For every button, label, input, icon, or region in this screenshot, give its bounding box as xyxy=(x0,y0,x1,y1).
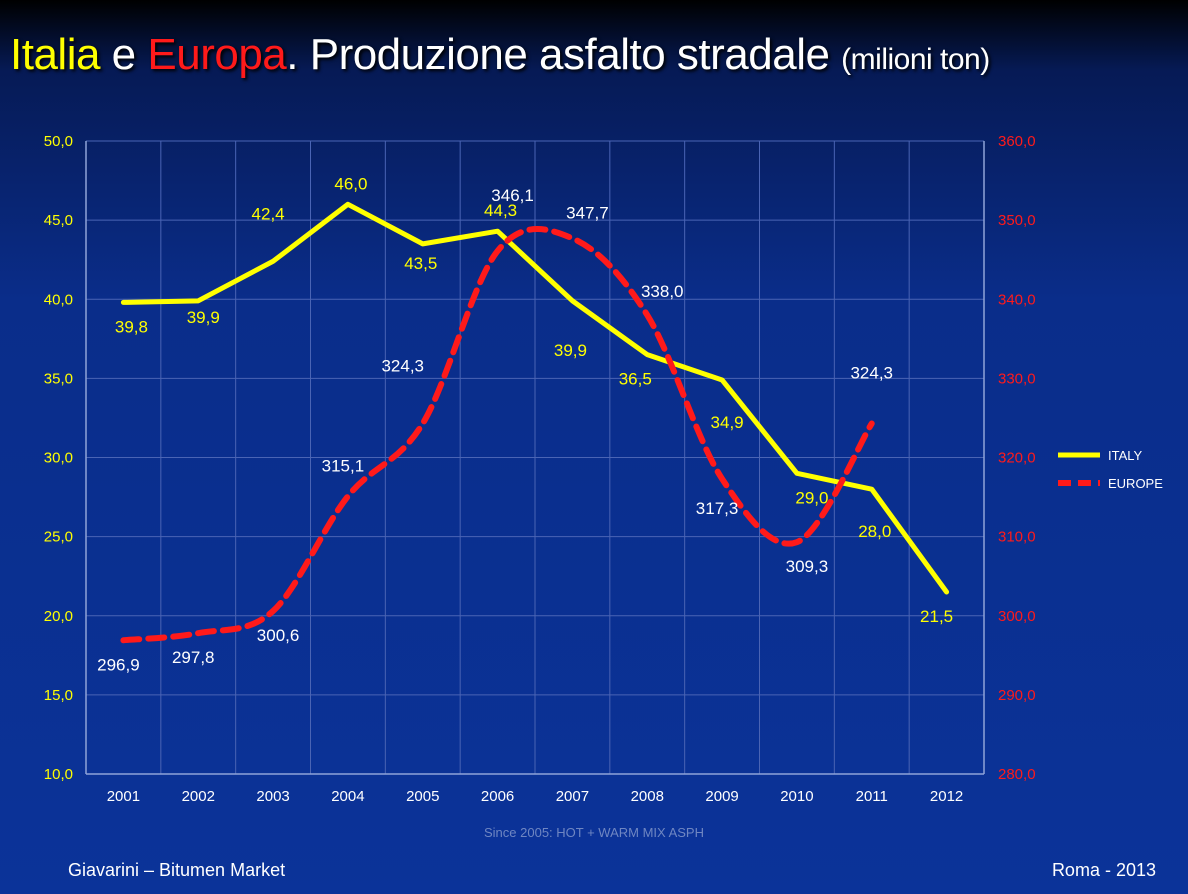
grid xyxy=(85,140,985,775)
x-tick-label: 2004 xyxy=(331,788,364,805)
data-label-europe: 296,9 xyxy=(97,655,140,674)
data-label-italy: 29,0 xyxy=(795,488,828,507)
data-label-italy: 21,5 xyxy=(920,607,953,626)
data-label-europe: 317,3 xyxy=(696,499,739,518)
y-left-tick-label: 25,0 xyxy=(44,529,73,546)
title-and: e xyxy=(99,30,148,79)
data-label-italy: 39,9 xyxy=(187,308,220,327)
data-label-europe: 347,7 xyxy=(566,203,609,222)
y-right-tick-label: 360,0 xyxy=(998,133,1036,150)
y-right-tick-label: 320,0 xyxy=(998,450,1036,467)
x-tick-label: 2010 xyxy=(780,788,813,805)
data-label-italy: 34,9 xyxy=(711,413,744,432)
data-label-europe: 300,6 xyxy=(257,626,300,645)
y-right-tick-label: 310,0 xyxy=(998,529,1036,546)
data-label-italy: 43,5 xyxy=(404,254,437,273)
axes: 10,0 15,0 20,0 25,0 30,0 35,0 40,0 45,0 50,0 280,… xyxy=(44,133,1036,805)
series xyxy=(120,201,950,644)
data-label-italy: 36,5 xyxy=(619,370,652,389)
y-left-tick-label: 40,0 xyxy=(44,291,73,308)
x-tick-label: 2009 xyxy=(705,788,738,805)
data-label-europe: 324,3 xyxy=(381,356,424,375)
y-right-tick-label: 290,0 xyxy=(998,687,1036,704)
data-label-europe: 297,8 xyxy=(172,648,215,667)
data-label-italy: 28,0 xyxy=(858,522,891,541)
y-right-tick-label: 330,0 xyxy=(998,370,1036,387)
legend: ITALY EUROPE xyxy=(1058,448,1163,491)
data-label-italy: 46,0 xyxy=(334,174,367,193)
y-left-tick-label: 30,0 xyxy=(44,450,73,467)
data-label-europe: 338,0 xyxy=(641,282,684,301)
x-tick-label: 2003 xyxy=(256,788,289,805)
title-europa: Europa xyxy=(147,30,287,79)
y-left-tick-label: 20,0 xyxy=(44,608,73,625)
x-tick-label: 2007 xyxy=(556,788,589,805)
x-tick-label: 2012 xyxy=(930,788,963,805)
series-line-europe xyxy=(120,226,875,644)
data-labels: 39,8 39,9 42,4 46,0 43,5 44,3 39,9 36,5 34,9 29,0… xyxy=(97,174,953,674)
data-label-italy: 42,4 xyxy=(252,204,285,223)
y-right-tick-label: 300,0 xyxy=(998,608,1036,625)
x-tick-label: 2002 xyxy=(182,788,215,805)
data-label-europe: 324,3 xyxy=(850,363,893,382)
x-tick-label: 2006 xyxy=(481,788,514,805)
y-left-tick-label: 15,0 xyxy=(44,687,73,704)
x-tick-label: 2005 xyxy=(406,788,439,805)
y-left-tick-label: 10,0 xyxy=(44,766,73,783)
y-left-tick-label: 50,0 xyxy=(44,133,73,150)
title-unit: (milioni ton) xyxy=(841,43,990,76)
series-line-italy xyxy=(120,201,950,595)
y-right-tick-label: 340,0 xyxy=(998,291,1036,308)
data-label-italy: 44,3 xyxy=(484,201,517,220)
y-left-tick-label: 45,0 xyxy=(44,212,73,229)
data-label-italy: 39,9 xyxy=(554,341,587,360)
x-tick-label: 2008 xyxy=(631,788,664,805)
legend-label-europe: EUROPE xyxy=(1108,476,1163,491)
x-tick-label: 2011 xyxy=(856,788,888,805)
chart-title: Italia e Europa. Produzione asfalto stra… xyxy=(10,30,990,80)
line-chart: 10,0 15,0 20,0 25,0 30,0 35,0 40,0 45,0 50,0 280,… xyxy=(43,133,1163,805)
data-label-europe: 315,1 xyxy=(322,456,365,475)
x-tick-label: 2001 xyxy=(107,788,140,805)
data-label-europe: 346,1 xyxy=(491,186,534,205)
title-italia: Italia xyxy=(10,30,100,79)
chart-note: Since 2005: HOT + WARM MIX ASPH xyxy=(484,825,704,840)
footer-author: Giavarini – Bitumen Market xyxy=(68,860,286,880)
title-main: . Produzione asfalto stradale xyxy=(286,30,830,79)
y-right-tick-label: 350,0 xyxy=(998,212,1036,229)
footer-place-date: Roma - 2013 xyxy=(1051,860,1156,880)
y-right-tick-label: 280,0 xyxy=(998,766,1036,783)
data-label-italy: 39,8 xyxy=(115,317,148,336)
legend-label-italy: ITALY xyxy=(1108,448,1143,463)
data-label-europe: 309,3 xyxy=(786,557,829,576)
y-left-tick-label: 35,0 xyxy=(44,370,73,387)
